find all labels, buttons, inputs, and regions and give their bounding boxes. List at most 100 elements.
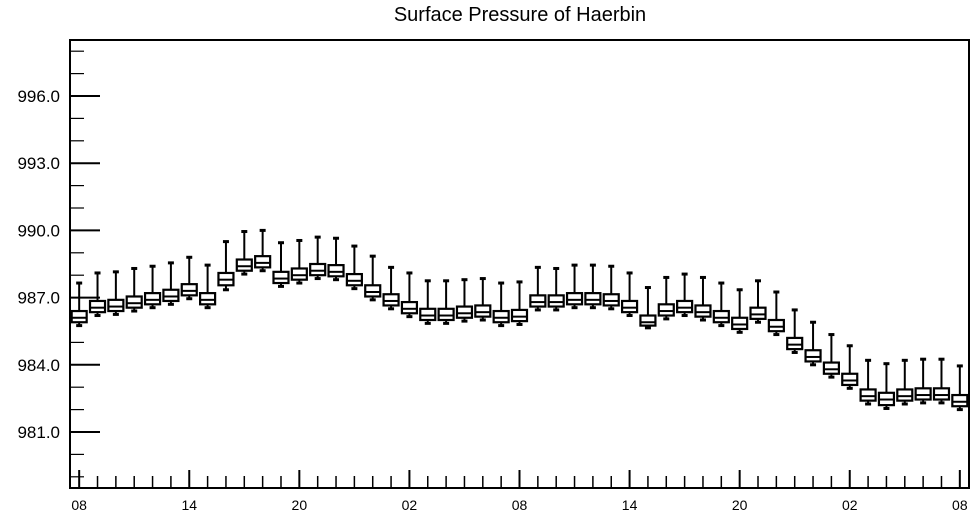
box-iqr: [932, 387, 951, 401]
box-iqr: [620, 299, 639, 314]
box-iqr: [786, 336, 804, 351]
box-item: [786, 308, 804, 354]
box-item: [290, 238, 308, 285]
box-item: [584, 263, 602, 310]
box-item: [694, 275, 712, 322]
box-item: [309, 235, 327, 281]
box-iqr: [547, 294, 565, 308]
box-iqr: [584, 292, 602, 306]
box-item: [620, 271, 639, 318]
box-item: [382, 265, 400, 311]
box-iqr: [162, 288, 180, 303]
box-item: [437, 279, 455, 325]
y-tick-label: 996.0: [17, 87, 60, 106]
box-iqr: [657, 303, 675, 317]
box-iqr: [327, 264, 345, 278]
box-item: [676, 272, 694, 318]
box-iqr: [896, 388, 914, 402]
box-iqr: [749, 306, 767, 320]
box-iqr: [88, 299, 107, 314]
box-item: [345, 244, 363, 291]
box-item: [639, 286, 657, 330]
x-tick-label: 14: [622, 497, 638, 513]
box-item: [474, 277, 492, 322]
box-item: [492, 281, 510, 328]
box-item: [107, 270, 125, 316]
box-iqr: [400, 300, 419, 315]
box-iqr: [199, 292, 217, 306]
box-item: [400, 271, 419, 319]
box-item: [712, 281, 730, 328]
box-item: [547, 266, 565, 312]
box-iqr: [309, 262, 327, 277]
box-item: [731, 288, 749, 334]
box-item: [70, 281, 88, 328]
plot-frame: [69, 39, 970, 489]
x-tick-label: 08: [71, 497, 87, 513]
box-item: [565, 263, 584, 310]
box-item: [841, 344, 859, 390]
box-iqr: [419, 307, 437, 322]
box-iqr: [841, 372, 859, 387]
box-iqr: [364, 284, 382, 298]
box-item: [235, 230, 253, 276]
box-iqr: [455, 305, 474, 319]
box-item: [657, 275, 675, 321]
box-iqr: [712, 309, 730, 324]
box-item: [199, 263, 217, 310]
box-item: [455, 278, 474, 323]
box-item: [125, 266, 143, 313]
box-iqr: [492, 309, 510, 324]
box-iqr: [639, 314, 657, 327]
x-tick-label: 02: [402, 497, 418, 513]
box-item: [859, 358, 877, 406]
box-iqr: [437, 307, 455, 322]
box-item: [529, 265, 547, 312]
x-tick-label: 14: [181, 497, 197, 513]
box-iqr: [70, 309, 88, 324]
box-item: [951, 364, 969, 412]
box-iqr: [676, 299, 694, 314]
box-iqr: [272, 270, 290, 285]
box-iqr: [125, 295, 143, 309]
box-item: [162, 261, 180, 306]
y-tick-label: 990.0: [17, 221, 60, 240]
box-iqr: [767, 318, 785, 333]
box-iqr: [694, 304, 712, 318]
box-iqr: [565, 292, 584, 306]
box-item: [272, 241, 290, 288]
box-iqr: [254, 255, 272, 269]
axis-ticks: [70, 50, 961, 488]
box-iqr: [143, 292, 162, 306]
box-item: [914, 357, 932, 405]
box-item: [804, 320, 822, 367]
y-tick-label: 981.0: [17, 423, 60, 442]
chart-title: Surface Pressure of Haerbin: [393, 4, 647, 26]
x-tick-label: 08: [952, 497, 968, 513]
box-iqr: [345, 272, 363, 287]
box-iqr: [510, 308, 529, 323]
box-iqr: [382, 293, 400, 307]
box-item: [896, 358, 914, 406]
box-item: [88, 271, 107, 318]
box-item: [364, 254, 382, 302]
box-item: [767, 290, 785, 337]
y-tick-label: 984.0: [17, 356, 60, 375]
x-tick-label: 08: [512, 497, 528, 513]
tick-labels: 981.0 984.0 987.0 990.0 993.0 996.0 08 14 20 02 08…: [17, 87, 967, 513]
x-tick-label: 20: [732, 497, 748, 513]
box-iqr: [107, 298, 125, 313]
box-item: [510, 280, 529, 326]
box-item: [419, 279, 437, 325]
box-item: [254, 228, 272, 273]
box-item: [143, 264, 162, 310]
box-iqr: [180, 283, 198, 297]
box-iqr: [602, 293, 620, 307]
box-iqr: [235, 258, 253, 272]
box-item: [217, 240, 235, 292]
box-iqr: [822, 361, 840, 375]
box-item: [180, 255, 198, 301]
box-item: [327, 236, 345, 282]
y-tick-label: 987.0: [17, 289, 60, 308]
